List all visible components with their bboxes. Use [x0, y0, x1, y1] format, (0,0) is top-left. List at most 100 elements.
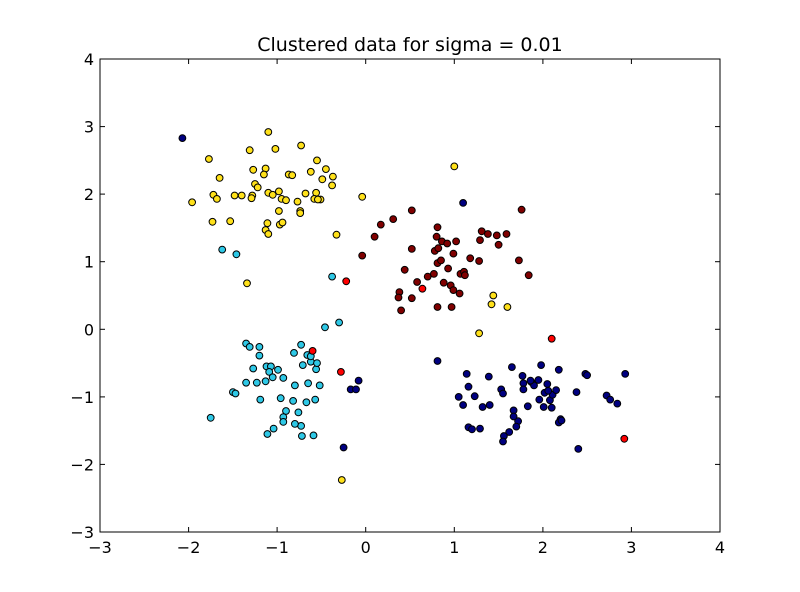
data-point-yellow	[314, 195, 322, 204]
data-point-darkred	[515, 256, 523, 265]
points-layer	[178, 128, 630, 484]
data-point-cyan	[309, 431, 318, 440]
data-point-yellow	[263, 219, 272, 228]
data-point-cyan	[268, 373, 277, 382]
data-point-navy	[468, 425, 476, 434]
data-point-red	[620, 434, 629, 443]
data-point-red	[547, 334, 556, 343]
data-point-yellow	[271, 145, 280, 153]
data-point-yellow	[237, 191, 246, 200]
data-point-darkred	[430, 270, 438, 278]
data-point-yellow	[296, 209, 305, 218]
data-point-yellow	[318, 175, 327, 184]
x-tick-label: 4	[715, 538, 725, 557]
data-point-navy	[352, 385, 360, 394]
data-point-cyan	[218, 245, 227, 254]
data-point-cyan	[328, 272, 337, 281]
x-tick-label: −1	[265, 538, 289, 557]
data-point-darkred	[475, 257, 484, 265]
data-point-navy	[543, 380, 552, 388]
data-point-darkred	[492, 231, 501, 240]
data-point-navy	[484, 372, 493, 381]
data-point-cyan	[335, 318, 344, 327]
data-point-cyan	[249, 364, 258, 373]
data-point-darkred	[449, 249, 458, 258]
data-point-cyan	[315, 381, 324, 390]
data-point-yellow	[328, 181, 337, 190]
data-point-navy	[462, 370, 471, 378]
data-point-yellow	[329, 172, 337, 181]
data-point-navy	[478, 403, 487, 411]
data-point-navy	[606, 395, 615, 404]
data-point-darkred	[407, 294, 416, 303]
data-point-yellow	[230, 191, 239, 200]
data-point-cyan	[255, 351, 264, 360]
data-point-darkred	[455, 289, 464, 298]
data-point-darkred	[432, 232, 441, 241]
data-point-cyan	[261, 377, 270, 386]
data-point-yellow	[264, 128, 273, 136]
data-point-navy	[433, 357, 442, 365]
x-tick-label: 2	[538, 538, 548, 557]
data-point-darkred	[443, 239, 452, 248]
data-point-yellow	[213, 195, 221, 203]
data-point-darkred	[358, 251, 367, 260]
data-point-yellow	[358, 192, 367, 201]
data-point-yellow	[301, 189, 310, 198]
data-point-navy	[476, 424, 484, 433]
data-point-yellow	[282, 196, 290, 205]
data-point-darkred	[433, 303, 442, 311]
data-point-darkred	[389, 215, 398, 224]
data-point-navy	[459, 199, 468, 207]
data-point-navy	[544, 386, 553, 395]
data-point-cyan	[263, 430, 272, 438]
data-point-darkred	[439, 278, 448, 287]
data-point-cyan	[297, 340, 306, 349]
data-point-yellow	[450, 162, 459, 171]
data-point-yellow	[208, 217, 217, 226]
data-point-navy	[523, 402, 532, 411]
data-point-yellow	[253, 183, 262, 192]
data-point-cyan	[269, 424, 278, 433]
data-point-navy	[621, 370, 630, 378]
data-point-navy	[539, 403, 548, 411]
data-point-cyan	[232, 250, 241, 259]
data-point-cyan	[206, 413, 215, 422]
data-point-yellow	[275, 207, 283, 215]
data-point-navy	[583, 371, 591, 380]
data-point-navy	[505, 428, 514, 436]
data-point-cyan	[304, 379, 313, 388]
data-point-navy	[613, 399, 622, 408]
data-point-navy	[499, 437, 507, 446]
data-point-darkred	[517, 205, 526, 214]
data-point-darkred	[452, 237, 461, 246]
data-point-red	[337, 368, 345, 376]
data-point-navy	[537, 361, 545, 370]
data-point-darkred	[447, 303, 456, 311]
data-point-yellow	[226, 217, 235, 226]
data-point-yellow	[188, 198, 197, 207]
data-point-cyan	[294, 408, 303, 417]
data-point-darkred	[434, 244, 443, 253]
data-point-darkred	[394, 293, 403, 302]
data-point-darkred	[376, 220, 385, 229]
data-point-navy	[499, 389, 507, 398]
data-point-navy	[454, 393, 463, 401]
data-point-cyan	[242, 378, 251, 387]
data-point-darkred	[397, 306, 406, 315]
data-point-cyan	[252, 378, 261, 387]
data-point-cyan	[291, 381, 299, 390]
data-point-navy	[518, 372, 527, 380]
data-point-cyan	[289, 397, 298, 405]
data-point-cyan	[279, 374, 288, 382]
data-point-darkred	[413, 278, 422, 286]
data-point-yellow	[245, 146, 254, 155]
data-point-navy	[512, 422, 521, 431]
data-point-darkred	[433, 223, 442, 232]
data-point-navy	[470, 392, 479, 401]
data-point-yellow	[337, 476, 346, 484]
data-point-yellow	[475, 329, 484, 338]
data-point-cyan	[291, 420, 299, 428]
data-point-navy	[572, 388, 581, 397]
